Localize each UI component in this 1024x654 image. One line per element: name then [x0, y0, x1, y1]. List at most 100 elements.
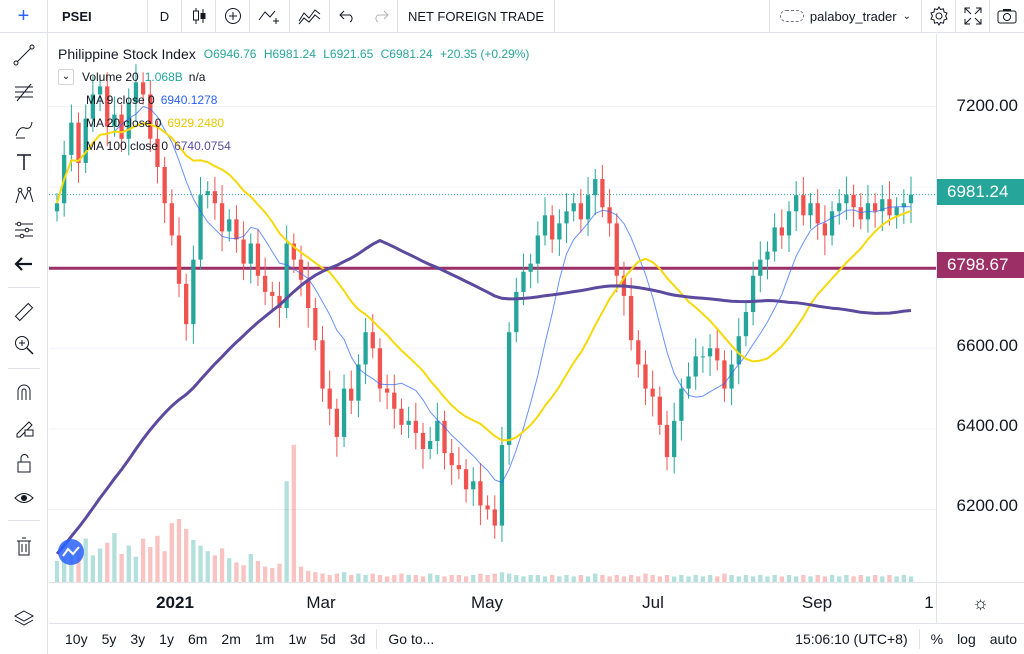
object-tree-icon[interactable]	[0, 603, 48, 635]
crosshair-icon[interactable]: +	[0, 0, 48, 33]
time-scale[interactable]: 2021 Mar May Jul Sep 1	[49, 582, 936, 623]
candle-body	[105, 86, 110, 127]
indicator-value: 6929.2480	[167, 115, 225, 130]
indicator-value: 6940.1278	[160, 92, 218, 107]
indicator-name: MA 100 close 0	[86, 138, 169, 153]
candle-body	[363, 332, 368, 365]
volume-bar	[851, 576, 856, 582]
candle-body	[356, 364, 361, 401]
text-tool-icon[interactable]	[0, 146, 48, 178]
candle-body	[593, 179, 598, 196]
add-indicator-icon[interactable]	[216, 0, 250, 33]
eye-icon[interactable]	[0, 482, 48, 514]
volume-bar	[456, 575, 462, 582]
percent-toggle[interactable]: %	[930, 631, 944, 647]
candle-body	[428, 440, 433, 450]
bottom-divider	[918, 629, 920, 649]
candle-body	[284, 243, 289, 308]
price-chart[interactable]	[49, 34, 936, 582]
volume-bar	[478, 573, 483, 582]
pattern-icon[interactable]	[0, 180, 48, 212]
volume-bar	[557, 576, 562, 582]
candle-body	[908, 194, 914, 204]
indicator-extra: n/a	[188, 69, 206, 84]
range-3y[interactable]: 3y	[130, 631, 146, 647]
collapse-legend-icon[interactable]: ⌄	[58, 68, 74, 85]
range-5y[interactable]: 5y	[101, 631, 117, 647]
log-toggle[interactable]: log	[957, 631, 976, 647]
range-3d[interactable]: 3d	[349, 631, 366, 647]
chart-pane[interactable]	[49, 34, 936, 582]
interval-button[interactable]: D	[148, 0, 182, 33]
volume-bar	[262, 566, 268, 582]
symbol-title: Philippine Stock Index	[58, 45, 196, 62]
range-2m[interactable]: 2m	[221, 631, 241, 647]
fullscreen-icon[interactable]	[956, 0, 990, 33]
net-foreign-trade-button[interactable]: NET FOREIGN TRADE	[398, 0, 556, 33]
range-1w[interactable]: 1w	[288, 631, 307, 647]
volume-bar	[672, 576, 677, 582]
candle-body	[542, 215, 548, 236]
candle-body	[435, 420, 440, 441]
candle-body	[636, 340, 641, 365]
trash-icon[interactable]	[0, 530, 48, 562]
prediction-icon[interactable]	[0, 214, 48, 246]
goto-button[interactable]: Go to...	[388, 631, 435, 647]
clock-timezone[interactable]: 15:06:10 (UTC+8)	[795, 631, 908, 647]
volume-bar	[148, 547, 153, 582]
indicators-icon[interactable]	[290, 0, 330, 33]
unlock-icon[interactable]	[0, 447, 48, 479]
volume-bar	[363, 575, 368, 582]
auto-toggle[interactable]: auto	[989, 631, 1017, 647]
volume-bar	[585, 576, 591, 582]
range-6m[interactable]: 6m	[187, 631, 208, 647]
candle-body	[499, 445, 505, 526]
range-5d[interactable]: 5d	[320, 631, 336, 647]
legend-volume-row: ⌄ Volume 20 1.068B n/a	[58, 65, 533, 88]
volume-bar	[97, 548, 103, 582]
redo-icon[interactable]	[364, 0, 398, 33]
candle-body	[506, 332, 512, 445]
candle-body	[463, 469, 469, 490]
volume-bar	[643, 573, 648, 582]
candle-body	[901, 203, 906, 208]
candle-body	[571, 203, 576, 212]
ma100-line	[55, 239, 912, 555]
indicator-value: 6740.0754	[174, 138, 231, 153]
undo-icon[interactable]	[330, 0, 364, 33]
layout-menu[interactable]: palaboy_trader ⌄	[768, 0, 922, 33]
time-tick: Mar	[306, 593, 336, 612]
candle-body	[722, 360, 727, 389]
trend-line-icon[interactable]	[0, 39, 48, 71]
volume-bar	[901, 575, 906, 582]
price-scale[interactable]: 7200.00 6600.00 6400.00 6200.00 6981.24 …	[936, 34, 1024, 582]
back-arrow-icon[interactable]	[0, 248, 48, 280]
scale-settings-icon[interactable]: ☼	[936, 582, 1024, 623]
candle-body	[829, 211, 835, 236]
volume-bar	[298, 566, 304, 582]
candle-body	[614, 223, 619, 276]
volume-bar	[815, 575, 820, 582]
range-1m[interactable]: 1m	[254, 631, 275, 647]
candle-body	[607, 207, 612, 224]
candle-body	[736, 336, 741, 365]
volume-bar	[370, 573, 375, 582]
brush-icon[interactable]	[0, 113, 48, 145]
settings-icon[interactable]	[922, 0, 956, 33]
volume-bar	[162, 551, 167, 582]
magnet-icon[interactable]	[0, 376, 48, 408]
candle-body	[320, 340, 325, 389]
candle-style-icon[interactable]	[182, 0, 216, 33]
symbol-search-button[interactable]: PSEI	[48, 0, 148, 33]
lock-drawing-icon[interactable]	[0, 411, 48, 443]
volume-bar	[880, 576, 885, 582]
fib-retracement-icon[interactable]	[0, 76, 48, 108]
price-tick: 6400.00	[956, 416, 1018, 435]
candle-body	[707, 348, 713, 357]
ruler-icon[interactable]	[0, 296, 48, 328]
camera-icon[interactable]	[990, 0, 1024, 33]
zoom-in-icon[interactable]	[0, 329, 48, 361]
compare-icon[interactable]	[250, 0, 290, 33]
range-1y[interactable]: 1y	[159, 631, 174, 647]
range-10y[interactable]: 10y	[65, 631, 88, 647]
